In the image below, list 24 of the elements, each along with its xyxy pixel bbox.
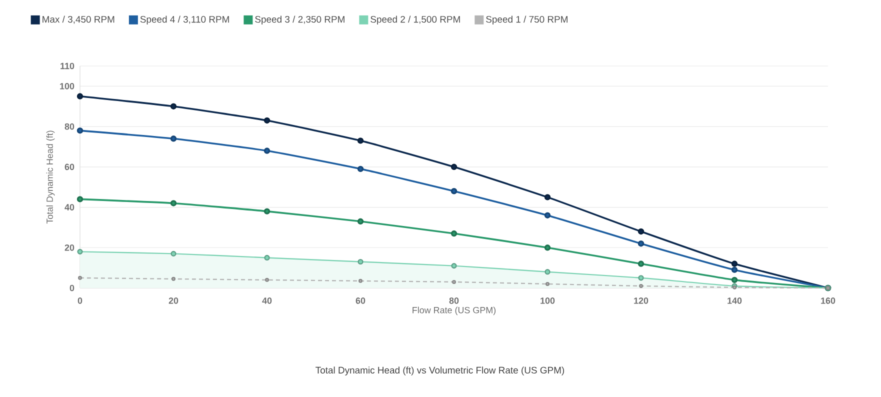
x-tick-label: 20 bbox=[168, 298, 178, 304]
x-tick-label: 160 bbox=[821, 298, 836, 304]
x-tick-label: 60 bbox=[356, 298, 366, 304]
y-tick-label: 40 bbox=[64, 204, 74, 210]
y-tick-label: 20 bbox=[64, 244, 74, 251]
y-tick-label: 100 bbox=[60, 83, 74, 90]
x-tick-label: 0 bbox=[78, 298, 82, 304]
x-tick-label: 140 bbox=[728, 298, 742, 304]
text: Total Dynamic Head (ft) vs Volumetric Flow Rate (US GPM) bbox=[316, 366, 564, 376]
legend-label: Speed 4 / 3,110 RPM bbox=[140, 16, 229, 25]
y-axis-title: Total Dynamic Head (ft) bbox=[46, 130, 55, 224]
x-tick-label: 40 bbox=[262, 298, 272, 304]
x-tick-label: 120 bbox=[634, 298, 648, 304]
x-tick-label: 80 bbox=[449, 298, 459, 304]
y-tick-label: 60 bbox=[64, 164, 74, 170]
y-tick-label: 110 bbox=[60, 62, 74, 70]
legend-label: Speed 1 / 750 RPM bbox=[486, 16, 568, 25]
y-tick-label: 80 bbox=[64, 123, 74, 130]
x-axis-title: Flow Rate (US GPM) bbox=[412, 306, 496, 316]
x-tick-label: 100 bbox=[540, 298, 555, 304]
y-tick-label: 0 bbox=[70, 284, 74, 292]
legend-label: Max / 3,450 RPM bbox=[42, 16, 114, 24]
legend-label: Speed 2 / 1,500 RPM bbox=[370, 16, 460, 25]
legend-label: Speed 3 / 2,350 RPM bbox=[255, 16, 344, 25]
